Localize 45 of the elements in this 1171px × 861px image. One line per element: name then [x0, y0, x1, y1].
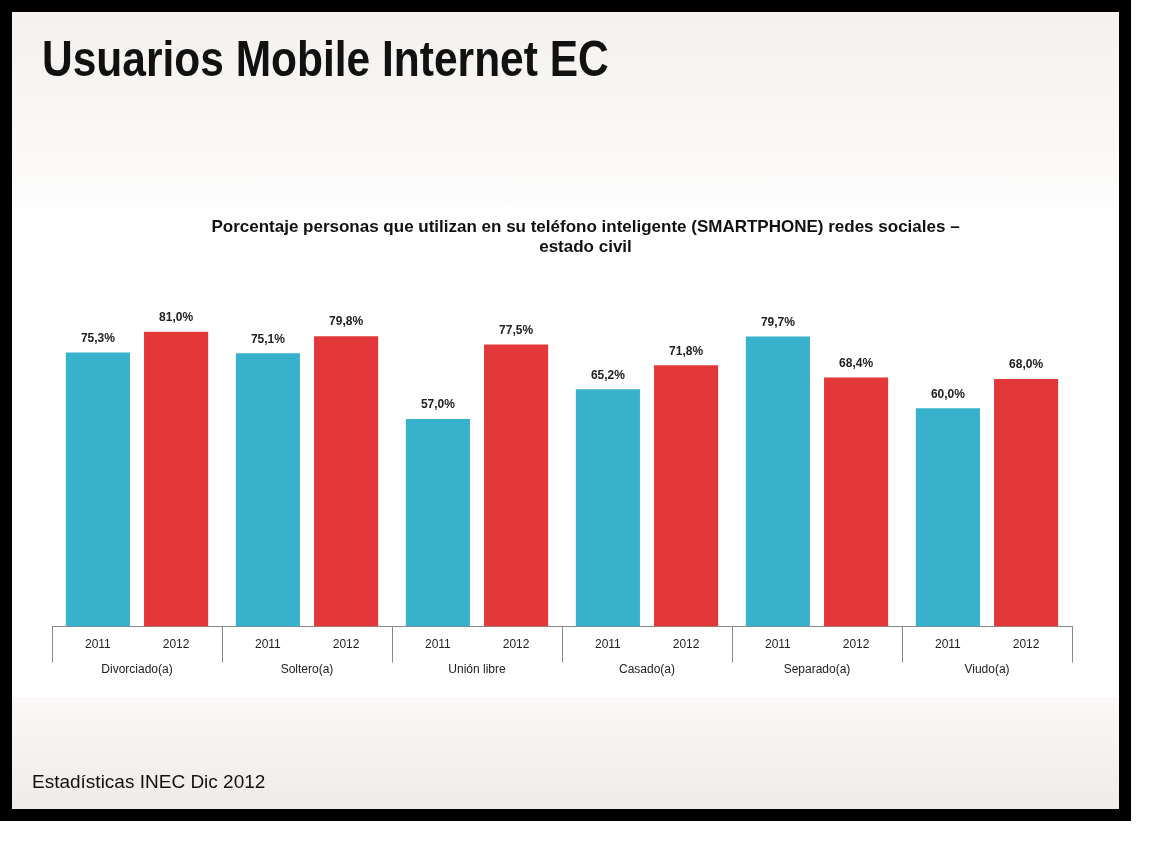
bar — [994, 379, 1059, 627]
bar — [745, 336, 810, 627]
bar — [915, 408, 980, 627]
text: 2012 — [332, 636, 360, 651]
bar — [484, 344, 549, 627]
text: 2011 — [424, 636, 451, 651]
bar — [575, 389, 640, 627]
text: Estadísticas INEC Dic 2012 — [32, 771, 266, 793]
bar — [824, 377, 889, 627]
x-tick-label: Separado(a) — [783, 662, 851, 677]
text: 2012 — [672, 636, 700, 651]
text: 2011 — [934, 636, 961, 651]
data-label: 60,0% — [930, 386, 966, 401]
x-tick-label: Viudo(a) — [964, 662, 1010, 677]
data-label: 57,0% — [420, 397, 456, 412]
data-label: 71,8% — [669, 343, 704, 358]
text: 2012 — [842, 636, 870, 651]
bar — [314, 336, 379, 627]
data-label: 81,0% — [159, 310, 194, 325]
bar — [65, 352, 130, 627]
x-tick-label: Unión libre — [448, 662, 506, 677]
x-tick-label: Casado(a) — [618, 662, 676, 677]
data-label: 65,2% — [590, 367, 626, 382]
text: 2012 — [1012, 636, 1040, 651]
data-label: 79,8% — [329, 314, 364, 329]
data-label: 68,4% — [839, 355, 874, 370]
data-label: 75,3% — [80, 330, 116, 345]
chart-subtitle: Porcentaje personas que utilizan en su teléfono inteligente (SMARTPHONE) redes sociales – estado civil — [210, 216, 961, 257]
data-label: 75,1% — [250, 331, 286, 346]
chart-title: Usuarios Mobile Internet EC — [42, 30, 609, 88]
bar — [405, 419, 470, 627]
text: 2012 — [502, 636, 530, 651]
text: 2011 — [594, 636, 621, 651]
data-label: 68,0% — [1009, 357, 1044, 372]
text: 2011 — [764, 636, 791, 651]
text: 2011 — [254, 636, 281, 651]
bar — [654, 365, 719, 627]
data-label: 77,5% — [499, 322, 534, 337]
series-label: 2012 — [162, 636, 190, 651]
bar — [235, 353, 300, 627]
data-label: 79,7% — [760, 314, 796, 329]
series-label: 2011 — [84, 636, 112, 651]
bar — [144, 331, 209, 627]
x-tick-label: Divorciado(a) — [101, 662, 173, 677]
x-tick-label: Soltero(a) — [280, 662, 334, 677]
